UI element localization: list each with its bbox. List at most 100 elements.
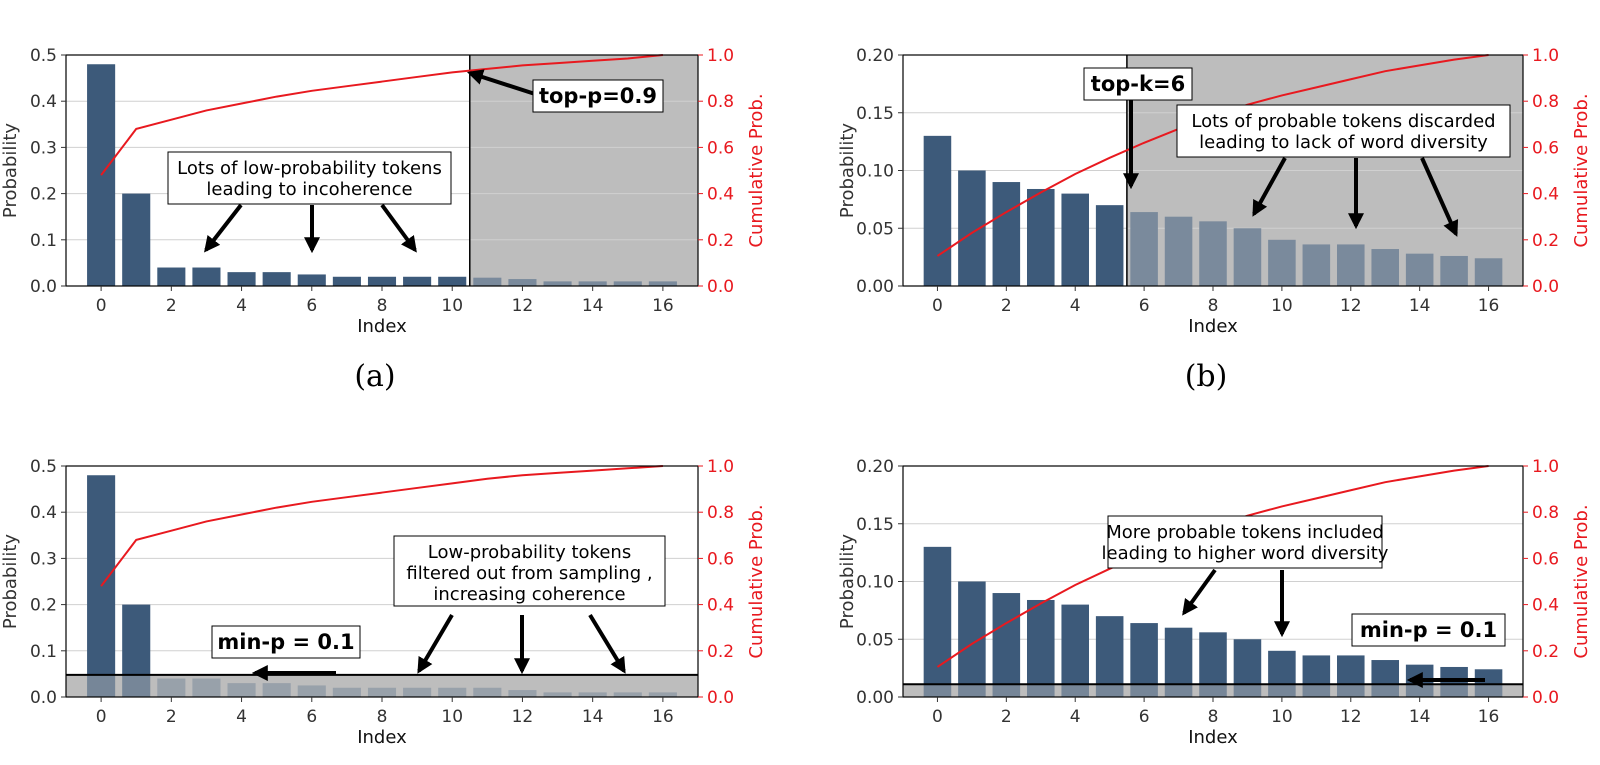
y-tick-label: 0.20 — [856, 457, 894, 477]
annotation-arrow — [1420, 157, 1459, 237]
callout-label: min-p = 0.1 — [217, 630, 354, 654]
panel-label: (a) — [354, 359, 395, 394]
y2-tick-label: 0.2 — [1532, 642, 1559, 662]
panel-label: (b) — [1185, 359, 1228, 394]
y2-tick-label: 0.8 — [707, 503, 734, 523]
y2-axis-label: Cumulative Prob. — [746, 93, 767, 247]
y2-tick-label: 0.0 — [1532, 277, 1559, 297]
callout-label: top-k=6 — [1091, 72, 1185, 96]
y2-tick-label: 0.6 — [707, 138, 734, 158]
bar-12 — [1337, 655, 1365, 697]
x-tick-label: 6 — [306, 296, 317, 316]
annotation-box — [1107, 515, 1383, 569]
y2-axis-label: Cumulative Prob. — [1571, 93, 1592, 247]
y2-tick-label: 0.4 — [707, 185, 734, 205]
annotation-arrow — [1252, 157, 1287, 217]
threshold-overlay — [903, 684, 1523, 697]
y2-tick-label: 0.4 — [1532, 185, 1559, 205]
bar-12 — [1337, 244, 1365, 286]
chart-panel-1: 0.0 0.1 0.2 0.3 0.4 0.5 0.0 0.2 0.4 0.6 0.8 1.0 0 2 4 6… — [0, 46, 767, 394]
y2-tick-label: 0.8 — [1532, 503, 1559, 523]
annotation-arrow — [380, 203, 417, 253]
y-tick-label: 0.2 — [30, 185, 57, 205]
bar-2 — [157, 678, 186, 697]
bar-4 — [1061, 193, 1089, 286]
annotation-text: leading to incoherence — [206, 179, 412, 200]
y2-tick-label: 0.0 — [707, 277, 734, 297]
y2-tick-label: 0.6 — [707, 549, 734, 569]
annotation-text: Lots of low-probability tokens — [177, 158, 442, 179]
annotation-text: More probable tokens included — [1106, 522, 1384, 543]
bar-14 — [1405, 253, 1434, 286]
bar-7 — [332, 687, 361, 697]
y2-tick-label: 0.8 — [707, 92, 734, 112]
y-tick-label: 0.15 — [856, 515, 894, 535]
y-axis-label: Probability — [0, 534, 21, 629]
bar-10 — [1268, 239, 1296, 286]
bar-12 — [508, 690, 537, 697]
y-tick-label: 0.1 — [30, 231, 57, 251]
bar-10 — [438, 687, 467, 697]
bar-9 — [1233, 228, 1262, 286]
x-tick-label: 16 — [652, 296, 674, 316]
bar-5 — [262, 272, 291, 286]
x-tick-label: 8 — [1208, 707, 1219, 727]
bar-1 — [122, 193, 151, 286]
bar-3 — [192, 678, 221, 697]
x-axis-label: Index — [1188, 727, 1238, 748]
bar-11 — [473, 687, 502, 697]
bar-10 — [1268, 650, 1296, 697]
y2-tick-label: 0.4 — [707, 596, 734, 616]
y2-tick-label: 0.0 — [1532, 688, 1559, 708]
callout-box — [1083, 67, 1193, 101]
bar-11 — [1302, 655, 1331, 697]
y2-tick-label: 0.0 — [707, 688, 734, 708]
bar-16 — [1474, 669, 1503, 697]
y2-axis-label: Cumulative Prob. — [1571, 504, 1592, 658]
annotation-text: increasing coherence — [433, 584, 625, 605]
y-axis-label: Probability — [837, 123, 858, 218]
bar-5 — [262, 683, 291, 697]
bar-2 — [157, 267, 186, 286]
bar-6 — [1130, 212, 1158, 286]
x-tick-label: 6 — [306, 707, 317, 727]
bar-8 — [367, 276, 397, 286]
y2-tick-label: 1.0 — [707, 46, 734, 66]
x-tick-label: 12 — [512, 707, 534, 727]
x-axis-label: Index — [1188, 316, 1238, 337]
x-tick-label: 4 — [236, 707, 247, 727]
x-tick-label: 2 — [166, 296, 177, 316]
bar-13 — [543, 281, 572, 286]
excluded-region — [66, 674, 698, 697]
bar-13 — [1371, 249, 1399, 286]
bar-3 — [1027, 188, 1055, 286]
x-tick-label: 14 — [582, 296, 604, 316]
y-tick-label: 0.1 — [30, 642, 57, 662]
y2-tick-label: 0.2 — [1532, 231, 1559, 251]
annotation-arrow — [204, 203, 243, 253]
callout-arrow — [466, 69, 536, 96]
bar-15 — [1440, 255, 1468, 286]
x-tick-label: 14 — [582, 707, 604, 727]
callout-label: min-p = 0.1 — [1360, 618, 1497, 642]
annotation-arrow — [588, 613, 626, 674]
x-tick-label: 2 — [1001, 296, 1012, 316]
bar-7 — [332, 276, 361, 286]
y-tick-label: 0.4 — [30, 503, 57, 523]
bar-7 — [1164, 627, 1193, 697]
bar-1 — [122, 604, 151, 697]
bar-15 — [613, 692, 642, 697]
y-tick-label: 0.15 — [856, 104, 894, 124]
bar-11 — [1302, 244, 1331, 286]
y2-tick-label: 1.0 — [1532, 457, 1559, 477]
y-tick-label: 0.05 — [856, 630, 894, 650]
bar-9 — [403, 276, 432, 286]
bar-9 — [1233, 639, 1262, 697]
bar-13 — [1371, 660, 1399, 697]
x-tick-label: 4 — [1070, 707, 1081, 727]
bar-11 — [473, 277, 502, 286]
y-tick-label: 0.20 — [856, 46, 894, 66]
bar-10 — [438, 276, 467, 286]
chart-panel-4: 0.00 0.05 0.10 0.15 0.20 0.0 0.2 0.4 0.6 0.8 1.0 0 2… — [837, 457, 1592, 748]
